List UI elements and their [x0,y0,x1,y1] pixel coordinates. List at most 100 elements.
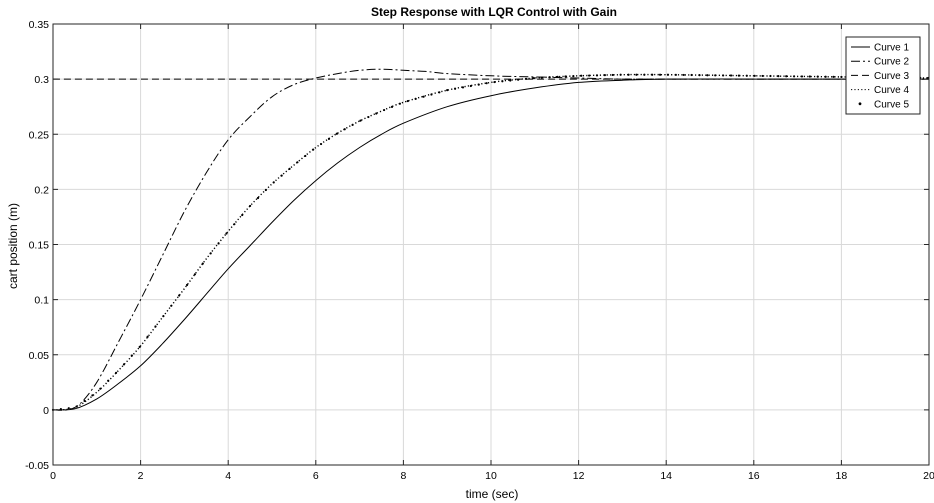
x-tick-label: 4 [225,470,231,482]
curve-5-point [233,223,236,226]
curve-5-point [753,74,756,77]
curve-5-point [83,399,86,402]
x-tick-label: 2 [138,470,144,482]
curve-5-point [832,75,835,78]
curve-5-point [611,73,614,77]
curve-5-point [327,137,331,140]
curve-5-point [383,108,386,112]
curve-5-point [91,394,94,397]
y-tick-label: 0.3 [34,74,49,86]
y-tick-label: 0.1 [34,295,49,307]
curve-5-point [193,273,197,276]
legend-box [845,36,921,115]
curve-5-point [272,181,275,184]
curve-5-point [469,84,472,88]
curve-5-point [501,80,504,83]
y-tick-label: 0.05 [29,350,50,362]
curve-5-point [241,213,244,217]
curve-5-point [170,304,173,307]
curve-5-point [430,93,433,96]
y-axis-label: cart position (m) [6,203,20,289]
curve-5-point [769,74,772,78]
legend-label-curve-4: Curve 4 [874,85,909,96]
curve-5-point [256,196,260,200]
curve-5-point [217,242,220,245]
curve-5-point [808,75,811,78]
curve-5-point [185,283,189,287]
series-group [51,68,930,411]
curve-5-point [722,74,725,77]
curve-5-point [635,73,638,76]
curve-5-point [438,91,441,94]
y-tick-label: 0.25 [29,129,50,141]
series-curve-1 [52,78,929,411]
curve-5-point [698,74,701,77]
curve-5-point [580,74,583,77]
curve-5-point [367,115,370,119]
legend-label-curve-3: Curve 3 [874,71,909,82]
curve-5-point [540,76,543,79]
curve-5-point [304,154,307,158]
x-tick-label: 10 [485,470,497,482]
curve-5-point [398,102,401,105]
legend: Curve 1 Curve 2 Curve 3 Curve 4 Curve 5 [845,36,921,115]
curve-5-point [666,73,670,76]
curve-5-point [816,75,819,78]
curve-5-point [249,204,252,208]
curve-5-point [517,78,520,81]
x-tick-label: 18 [836,470,848,482]
curve-5-point [548,76,551,79]
curve-5-point [390,105,394,108]
x-tick-label: 12 [573,470,585,482]
curve-5-point [524,77,528,81]
curve-5-point [359,119,362,122]
legend-label-curve-5: Curve 5 [874,99,909,110]
curve-5-point [572,74,575,78]
curve-5-point [651,73,654,76]
y-tick-label: 0.2 [34,184,49,196]
y-tick-label: 0.35 [29,19,50,31]
curve-5-point [493,80,496,84]
chart-title: Step Response with LQR Control with Gain [371,5,617,19]
series-curve-4 [52,73,930,411]
curve-5-point [761,74,764,78]
curve-5-point [343,128,346,131]
x-tick-label: 14 [660,470,672,482]
curve-5-point [792,75,796,78]
legend-swatch-curve-5 [858,102,862,106]
x-tick-label: 0 [50,470,56,482]
curve-5-point [375,112,378,115]
curve-5-point [351,123,354,127]
curve-5-point [714,74,717,77]
curve-5-point [280,174,283,177]
curve-5-point [99,387,102,390]
curve-5-point [745,74,748,77]
curve-5-point [477,83,480,86]
axis-ticks: 0 2 4 6 8 10 12 14 16 18 20-0.0500.050.10.150.20.2… [25,19,934,482]
curve-5-point [414,97,417,100]
curve-5-point [509,79,512,82]
x-tick-label: 16 [748,470,760,482]
curve-5-point [824,75,827,78]
curve-5-point [446,89,449,92]
x-tick-label: 6 [313,470,319,482]
curve-5-point [777,75,780,78]
curve-5-point [690,73,693,77]
curve-5-point [296,161,299,164]
curve-5-point [312,148,315,151]
curve-5-point [225,232,228,235]
curve-5-point [658,73,662,76]
curve-5-point [59,407,62,411]
curve-5-point [627,73,630,76]
curve-5-point [162,315,165,318]
curve-5-point [422,95,425,98]
legend-label-curve-1: Curve 1 [874,43,909,54]
curve-5-point [706,74,709,77]
curve-5-point [67,407,70,410]
curve-5-point [107,379,110,382]
x-tick-label: 8 [400,470,406,482]
curve-5-point [800,75,804,78]
curve-5-point [564,75,567,78]
curve-5-point [335,132,338,135]
x-axis-label: time (sec) [466,487,519,501]
